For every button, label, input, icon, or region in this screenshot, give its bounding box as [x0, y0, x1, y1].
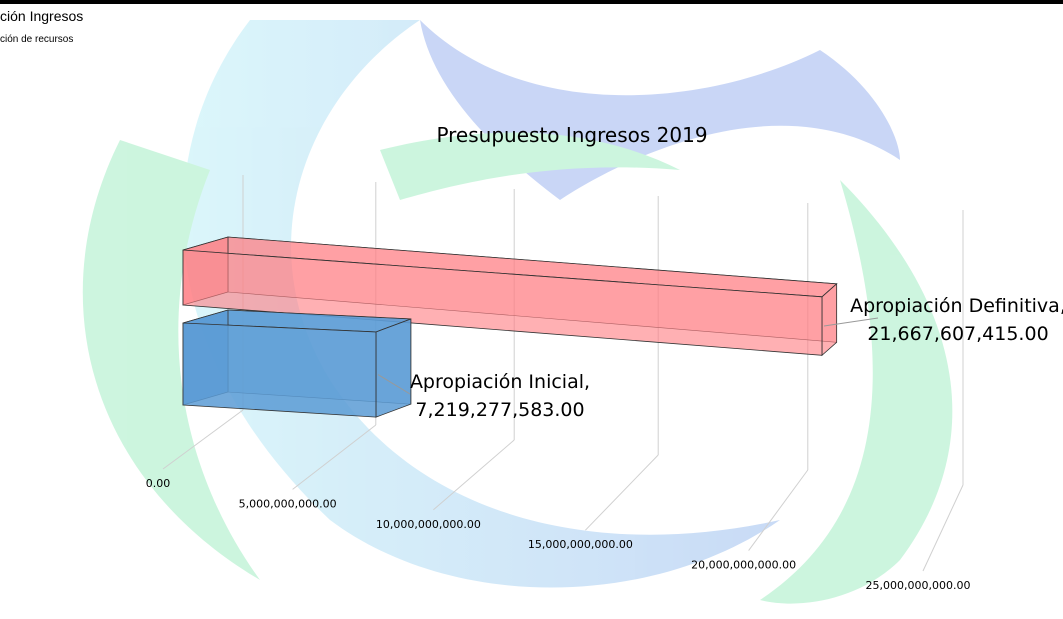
- grid-line: [162, 409, 244, 470]
- x-tick-label: 5,000,000,000.00: [239, 497, 337, 510]
- bar-front: [182, 322, 377, 418]
- leader-line: [823, 317, 879, 327]
- bar-end: [821, 282, 838, 357]
- x-tick-label: 0.00: [146, 477, 171, 490]
- chart-title: Presupuesto Ingresos 2019: [436, 123, 707, 147]
- grid-line: [585, 454, 659, 531]
- bar: [182, 309, 412, 418]
- grid-line: [922, 484, 964, 572]
- x-tick-label: 15,000,000,000.00: [528, 538, 633, 551]
- grid-line: [292, 424, 377, 490]
- x-tick-label: 10,000,000,000.00: [376, 518, 481, 531]
- header-title: ción Ingresos: [0, 8, 83, 24]
- leader-line: [377, 374, 411, 395]
- grid-line: [748, 469, 809, 551]
- bar-end: [375, 318, 412, 418]
- x-tick-label: 20,000,000,000.00: [691, 559, 796, 572]
- background-swirl: [82, 20, 953, 604]
- bar: [182, 236, 838, 357]
- header-subtitle: ción de recursos: [0, 34, 73, 45]
- data-label-category: Apropiación Definitiva,: [850, 295, 1063, 317]
- data-label-category: Apropiación Inicial,: [410, 371, 590, 393]
- x-tick-label: 25,000,000,000.00: [866, 579, 971, 592]
- bar-front: [182, 249, 823, 356]
- data-label: 7,219,277,583.00: [415, 399, 584, 421]
- grid-line: [433, 439, 515, 511]
- data-label: 21,667,607,415.00: [867, 323, 1048, 345]
